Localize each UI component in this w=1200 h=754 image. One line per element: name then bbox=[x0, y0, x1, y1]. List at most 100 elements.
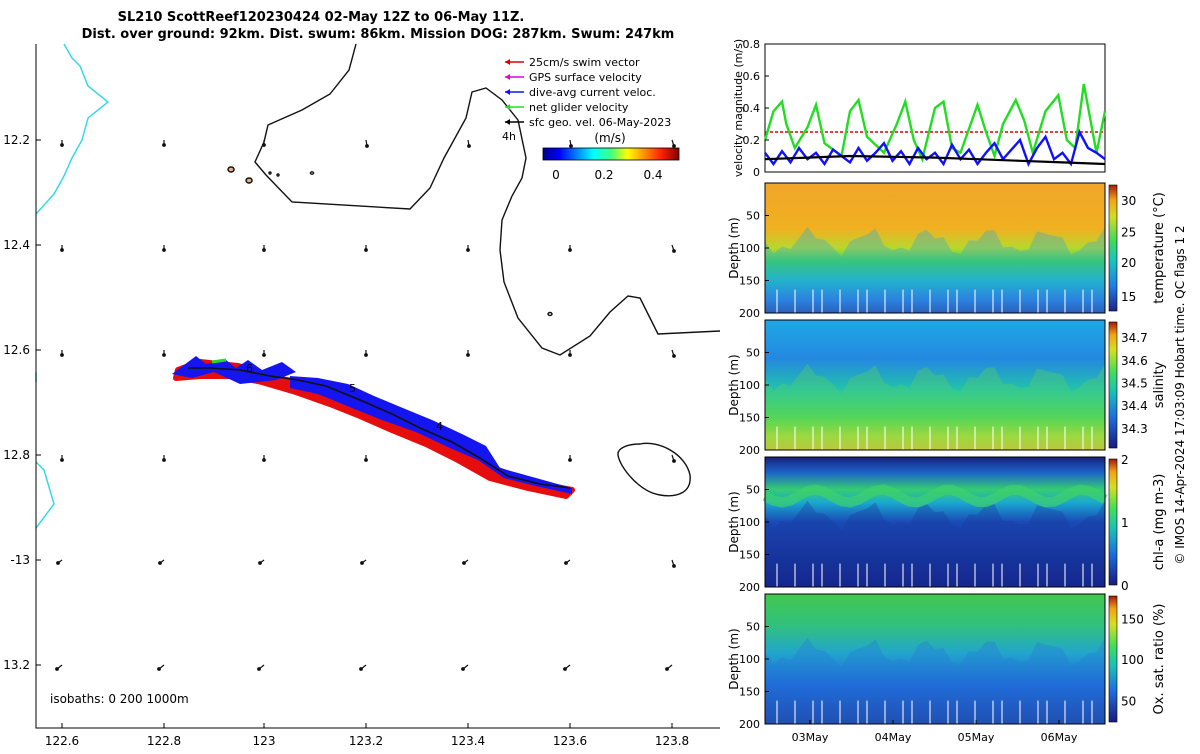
map-background bbox=[36, 44, 720, 728]
isobath-lines bbox=[227, 43, 721, 497]
legend-label: GPS surface velocity bbox=[529, 71, 642, 84]
geo-arrow-head bbox=[461, 667, 465, 671]
oxygen-colorbar-tick: 50 bbox=[1121, 695, 1136, 709]
legend-arrowhead bbox=[505, 59, 510, 65]
map-x-tick-label: 123.6 bbox=[553, 734, 587, 748]
geo-arrow-head bbox=[262, 458, 266, 462]
salinity-panel: 50 100 150 200 Depth (m) 34.7 34.6 34.5 34.4 34.3… bbox=[727, 319, 1167, 457]
speed-colorbar: (m/s) 0 0.2 0.4 bbox=[542, 131, 680, 182]
oxygen-colorbar-label: Ox. sat. ratio (%) bbox=[1152, 604, 1167, 715]
geo-arrow-head bbox=[364, 353, 368, 357]
track-day-label: 6 bbox=[246, 362, 253, 375]
isobath-1000m bbox=[254, 43, 721, 356]
geo-arrow-head bbox=[569, 144, 573, 148]
figure-title-line2: Dist. over ground: 92km. Dist. swum: 86k… bbox=[82, 27, 675, 42]
reef-dot bbox=[309, 171, 315, 175]
chla-ylabel: Depth (m) bbox=[727, 491, 741, 552]
chla-colorbar bbox=[1108, 458, 1118, 586]
depth-tick-label: 100 bbox=[739, 242, 760, 255]
reef-dot bbox=[268, 171, 272, 175]
legend-label: dive-avg current veloc. bbox=[529, 86, 656, 99]
depth-tick-label: 100 bbox=[739, 516, 760, 529]
date-tick-label: 05May bbox=[958, 731, 995, 744]
velocity-y-tick-label: 0 bbox=[753, 166, 760, 179]
track-day-label: 5 bbox=[349, 382, 356, 395]
legend-arrowhead bbox=[505, 119, 510, 125]
salinity-colorbar-label: salinity bbox=[1152, 361, 1167, 408]
map-x-axis: 122.6 122.8 123 123.2 123.4 123.6 123.8 bbox=[45, 723, 689, 748]
geo-arrow-head bbox=[162, 248, 166, 252]
salinity-colorbar-tick: 34.4 bbox=[1121, 399, 1148, 413]
oxygen-colorbar-tick: 100 bbox=[1121, 653, 1144, 667]
velocity-y-axis: 0 0.2 0.4 0.6 0.8 bbox=[743, 38, 769, 179]
temperature-colorbar bbox=[1108, 184, 1118, 312]
colorbar-tick: 0.2 bbox=[594, 168, 613, 182]
geo-arrow-head bbox=[262, 353, 266, 357]
depth-tick-label: 50 bbox=[746, 210, 760, 223]
salinity-colorbar-tick: 34.3 bbox=[1121, 422, 1148, 436]
temperature-colorbar-tick: 30 bbox=[1121, 194, 1136, 208]
temperature-colorbar-tick: 25 bbox=[1121, 226, 1136, 240]
date-tick-label: 04May bbox=[875, 731, 912, 744]
colorbar-gradient bbox=[542, 147, 680, 161]
temperature-colorbar-tick: 20 bbox=[1121, 256, 1136, 270]
geo-arrow-head bbox=[365, 144, 369, 148]
geo-arrow-head bbox=[60, 143, 64, 147]
geo-arrow-head bbox=[162, 458, 166, 462]
small-island bbox=[245, 177, 253, 184]
chla-panel: 50 100 150 200 Depth (m) 2 1 0 chl-a (mg m-3) bbox=[727, 453, 1167, 594]
geo-arrow-head bbox=[360, 561, 364, 565]
geo-arrow-head bbox=[162, 143, 166, 147]
track-day-label: 4 bbox=[436, 420, 443, 433]
map-x-tick-label: 123.4 bbox=[451, 734, 485, 748]
geo-arrow-head bbox=[364, 248, 368, 252]
depth-tick-label: 100 bbox=[739, 653, 760, 666]
map-y-tick-label: -13 bbox=[10, 553, 30, 567]
depth-tick-label: 150 bbox=[739, 412, 760, 425]
glider-track: 6 5 4 bbox=[172, 356, 575, 499]
geo-arrow-head bbox=[467, 144, 471, 148]
geo-arrow-head bbox=[56, 561, 60, 565]
temperature-ylabel: Depth (m) bbox=[727, 217, 741, 278]
geo-arrow-head bbox=[466, 248, 470, 252]
map-y-tick-label: 12.6 bbox=[3, 343, 30, 357]
geo-arrow-head bbox=[162, 353, 166, 357]
map-x-tick-label: 122.6 bbox=[45, 734, 79, 748]
geo-arrow-head bbox=[672, 564, 676, 568]
velocity-series-line bbox=[763, 83, 1107, 163]
geo-arrow-head bbox=[60, 353, 64, 357]
depth-tick-label: 200 bbox=[739, 581, 760, 594]
temperature-isotherm-undulation bbox=[765, 226, 1105, 313]
geo-arrow-head bbox=[364, 458, 368, 462]
geo-arrow-head bbox=[262, 143, 266, 147]
legend-label: sfc geo. vel. 06-May-2023 bbox=[529, 116, 671, 129]
map-x-tick-label: 123.2 bbox=[349, 734, 383, 748]
geo-arrow-head bbox=[60, 248, 64, 252]
small-island bbox=[227, 166, 235, 173]
depth-tick-label: 100 bbox=[739, 379, 760, 392]
salinity-isotherm-undulation bbox=[765, 363, 1105, 450]
map-legend: 25cm/s swim vector GPS surface velocity di… bbox=[505, 56, 671, 129]
salinity-ylabel: Depth (m) bbox=[727, 354, 741, 415]
map-y-tick-label: 12.2 bbox=[3, 133, 30, 147]
velocity-y-tick-label: 0.8 bbox=[743, 38, 761, 51]
chla-colorbar-tick: 0 bbox=[1121, 579, 1129, 593]
depth-tick-label: 150 bbox=[739, 275, 760, 288]
geo-arrow-head bbox=[564, 561, 568, 565]
legend-arrowhead bbox=[505, 89, 510, 95]
map-x-tick-label: 123 bbox=[253, 734, 276, 748]
geo-arrow-head bbox=[672, 144, 676, 148]
geo-arrow-head bbox=[462, 561, 466, 565]
temperature-colorbar-tick: 15 bbox=[1121, 290, 1136, 304]
oxygen-ylabel: Depth (m) bbox=[727, 628, 741, 689]
depth-tick-label: 200 bbox=[739, 718, 760, 731]
salinity-colorbar bbox=[1108, 321, 1118, 449]
reef-dot bbox=[547, 311, 553, 317]
depth-tick-label: 50 bbox=[746, 621, 760, 634]
geo-arrow-head bbox=[665, 667, 669, 671]
geo-arrow-head bbox=[672, 249, 676, 253]
temperature-panel: 50 100 150 200 Depth (m) 30 25 20 15 temperature … bbox=[727, 182, 1167, 320]
date-tick-label: 06May bbox=[1041, 731, 1078, 744]
